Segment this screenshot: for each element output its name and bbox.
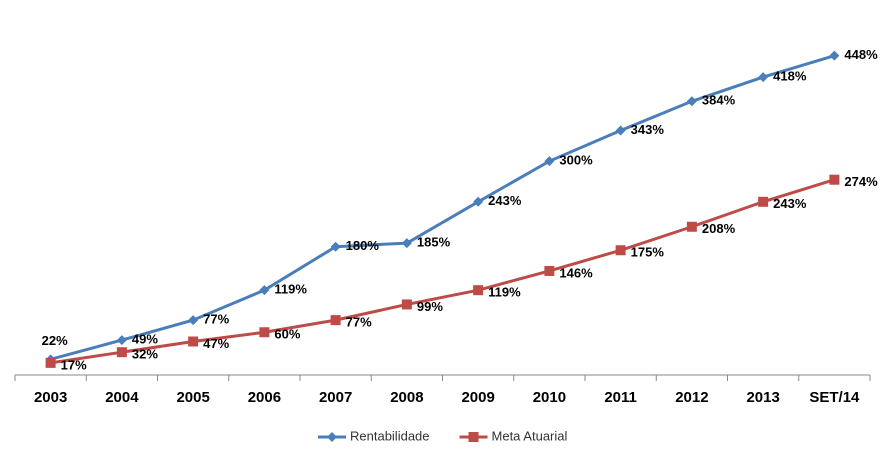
data-label: 99%	[417, 299, 443, 314]
data-label: 175%	[631, 245, 665, 260]
point	[615, 125, 626, 136]
x-tick-label: 2013	[746, 389, 779, 406]
point	[473, 285, 484, 296]
data-label: 300%	[559, 153, 593, 168]
data-label: 243%	[488, 193, 522, 208]
point	[188, 336, 199, 347]
point	[330, 241, 341, 252]
x-tick-label: 2008	[390, 389, 423, 406]
data-label: 185%	[417, 235, 451, 250]
point	[758, 196, 769, 207]
point	[615, 245, 626, 256]
data-label: 243%	[773, 196, 807, 211]
point	[686, 221, 697, 232]
x-tick-label: 2003	[34, 389, 67, 406]
x-tick-label: 2009	[461, 389, 494, 406]
x-tick-label: 2012	[675, 389, 708, 406]
point	[401, 238, 412, 249]
point	[544, 265, 555, 276]
legend-label: Rentabilidade	[350, 428, 430, 443]
data-label: 17%	[61, 357, 87, 372]
data-label: 384%	[702, 93, 736, 108]
data-label: 448%	[844, 47, 878, 62]
point	[829, 174, 840, 185]
data-label: 49%	[132, 332, 158, 347]
point	[330, 315, 341, 326]
point	[401, 299, 412, 310]
data-label: 119%	[488, 285, 521, 300]
series: 22% 49% 77% 119% 180% 185% 243% 300% 343% 384% 418…	[42, 47, 878, 365]
x-tick-label: 2007	[319, 389, 352, 406]
point	[686, 96, 697, 107]
legend-label: Meta Atuarial	[492, 428, 568, 443]
data-label: 77%	[346, 315, 372, 330]
x-tick-label: 2005	[176, 389, 209, 406]
x-tick-label: SET/14	[809, 389, 860, 406]
point	[259, 285, 270, 296]
legend-marker	[468, 432, 479, 442]
x-tick-label: 2011	[604, 389, 637, 406]
data-label: 274%	[844, 174, 878, 189]
data-label: 32%	[132, 347, 158, 362]
x-tick-label: 2004	[105, 389, 139, 406]
x-tick-label: 2010	[533, 389, 566, 406]
point	[259, 327, 270, 338]
data-label: 22%	[42, 333, 68, 348]
series-line	[50, 178, 835, 365]
data-label: 146%	[559, 265, 593, 280]
data-label: 47%	[203, 336, 229, 351]
data-label: 60%	[274, 327, 300, 342]
series: 17% 32% 47% 60% 77% 99% 119% 146% 175% 208% 243% 27…	[45, 174, 878, 372]
data-label: 77%	[203, 312, 229, 327]
data-label: 208%	[702, 221, 736, 236]
point	[45, 357, 56, 368]
series-line	[50, 54, 835, 361]
data-label: 180%	[346, 238, 380, 253]
data-label: 343%	[631, 122, 665, 137]
point	[116, 347, 127, 358]
data-label: 418%	[773, 69, 807, 84]
point	[544, 156, 555, 167]
point	[473, 196, 484, 207]
point	[188, 315, 199, 326]
point	[758, 72, 769, 83]
legend-marker	[327, 432, 337, 442]
point	[116, 335, 127, 346]
point	[829, 50, 840, 61]
x-tick-label: 2006	[248, 389, 281, 406]
data-label: 119%	[274, 282, 307, 297]
